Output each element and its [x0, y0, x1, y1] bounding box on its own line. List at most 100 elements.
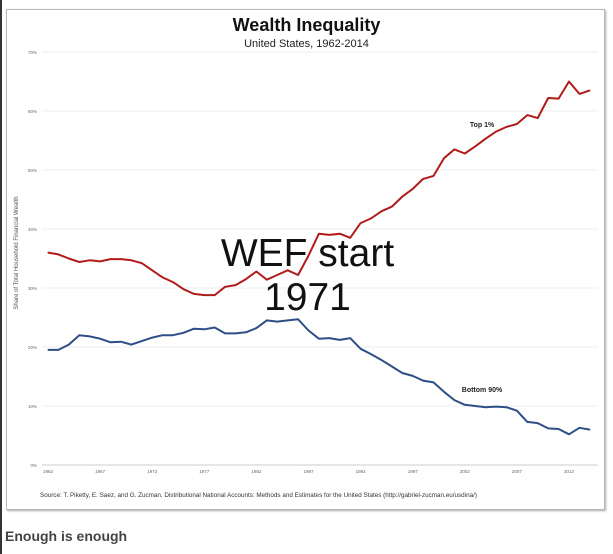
data-point: [485, 138, 487, 140]
caption: Enough is enough: [5, 528, 128, 544]
data-point: [516, 410, 518, 412]
x-tick-label: 1987: [303, 469, 314, 474]
data-point: [339, 233, 341, 235]
data-point: [193, 328, 195, 330]
x-tick-label: 2012: [564, 469, 575, 474]
data-point: [255, 270, 257, 273]
y-tick-label: 20%: [28, 345, 37, 350]
data-point: [464, 404, 466, 406]
data-point: [380, 210, 383, 212]
data-point: [589, 429, 591, 431]
data-point: [151, 269, 153, 271]
data-point: [109, 341, 112, 343]
x-tick-label: 2007: [512, 469, 523, 474]
data-point: [547, 427, 549, 430]
data-point: [380, 359, 383, 361]
x-tick-label: 2002: [460, 469, 471, 474]
series-line-bottom-90: [48, 318, 590, 436]
data-point: [193, 293, 195, 295]
data-point: [245, 278, 247, 280]
data-point: [245, 331, 247, 333]
data-point: [57, 253, 60, 255]
data-point: [485, 406, 487, 408]
y-tick-label: 30%: [28, 286, 37, 291]
data-point: [318, 338, 320, 340]
data-point: [474, 145, 476, 147]
data-point: [255, 327, 257, 329]
data-point: [453, 148, 455, 150]
data-point: [120, 341, 122, 343]
data-point: [422, 178, 424, 180]
data-point: [224, 286, 226, 288]
data-point: [589, 89, 591, 91]
data-point: [234, 332, 237, 335]
data-point: [432, 175, 435, 177]
data-point: [203, 328, 205, 330]
data-point: [57, 349, 60, 351]
data-point: [120, 258, 122, 260]
y-tick-label: 10%: [28, 404, 37, 409]
x-tick-label: 1982: [251, 469, 262, 474]
data-point: [78, 334, 80, 336]
data-point: [68, 257, 70, 260]
data-point: [99, 260, 101, 263]
data-point: [99, 338, 101, 340]
data-point: [47, 252, 49, 254]
data-point: [526, 421, 528, 423]
data-point: [505, 406, 508, 408]
data-point: [162, 276, 164, 278]
data-point: [432, 381, 435, 383]
x-tick-label: 1997: [408, 469, 419, 474]
data-point: [214, 294, 216, 296]
data-point: [505, 126, 508, 128]
data-point: [537, 117, 539, 119]
data-point: [266, 279, 268, 281]
data-point: [568, 433, 570, 435]
left-border: [0, 0, 2, 554]
data-point: [557, 98, 560, 100]
data-point: [339, 339, 341, 341]
data-point: [162, 334, 164, 336]
data-point: [172, 281, 174, 283]
x-tick-label: 1972: [147, 469, 158, 474]
data-point: [370, 217, 372, 219]
data-point: [422, 380, 424, 382]
data-point: [68, 344, 70, 346]
source-note: Source: T. Piketty, E. Saez, and G. Zucm…: [40, 492, 477, 499]
data-point: [182, 288, 185, 290]
data-point: [224, 332, 226, 335]
data-point: [89, 259, 91, 261]
data-point: [234, 284, 237, 286]
y-tick-label: 60%: [28, 109, 37, 114]
data-point: [307, 254, 310, 257]
data-point: [360, 222, 362, 224]
data-point: [547, 97, 549, 99]
y-tick-label: 40%: [28, 227, 37, 232]
data-point: [214, 326, 216, 329]
data-point: [130, 344, 132, 346]
data-point: [297, 274, 299, 276]
data-point: [287, 269, 289, 271]
y-tick-label: 50%: [28, 168, 37, 173]
overlay-line-1: WEF start: [220, 232, 395, 275]
data-point: [47, 349, 49, 351]
data-point: [151, 336, 153, 339]
x-tick-label: 1977: [199, 469, 210, 474]
data-point: [172, 334, 174, 336]
chart-subtitle: United States, 1962-2014: [244, 38, 369, 50]
data-point: [401, 372, 403, 374]
x-tick-label: 1967: [95, 469, 106, 474]
data-point: [578, 93, 581, 95]
data-point: [464, 152, 466, 155]
data-point: [297, 318, 299, 320]
data-point: [516, 123, 518, 125]
data-point: [349, 237, 351, 239]
data-point: [401, 195, 403, 198]
data-point: [526, 114, 528, 116]
data-point: [349, 337, 351, 339]
data-point: [578, 427, 581, 429]
data-point: [182, 332, 185, 334]
data-point: [391, 205, 393, 208]
chart-title: Wealth Inequality: [232, 15, 381, 35]
